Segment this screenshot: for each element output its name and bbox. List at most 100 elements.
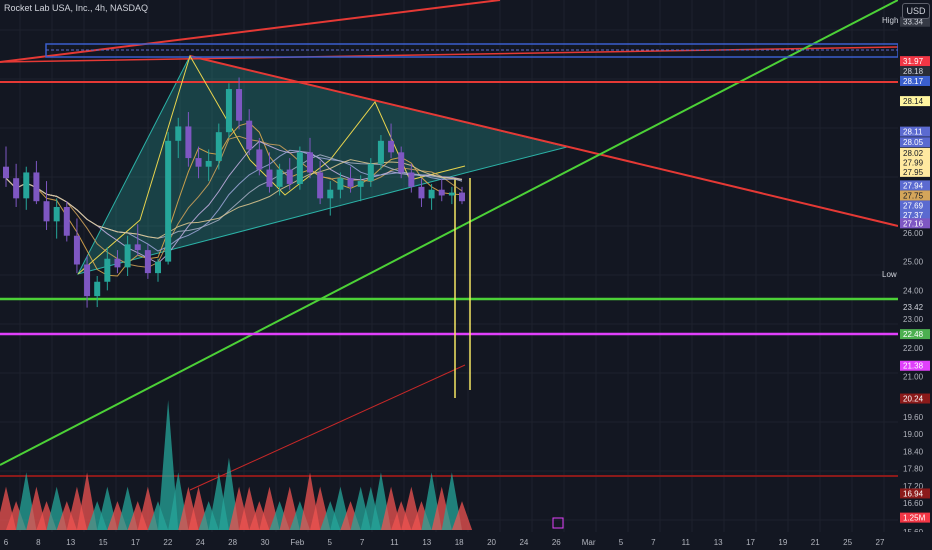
- candle-body: [84, 264, 91, 297]
- time-tick-label: 15: [99, 538, 108, 547]
- price-badge: [900, 393, 930, 404]
- time-tick-label: 11: [390, 538, 399, 547]
- price-tick-label: 16.60: [903, 499, 924, 508]
- candle-body: [337, 178, 344, 190]
- candle-body: [225, 89, 232, 133]
- price-badge-label: 23.42: [903, 303, 924, 312]
- candle-body: [266, 169, 273, 187]
- candle-body: [94, 281, 101, 297]
- price-tick-label: 21.00: [903, 373, 924, 382]
- price-badge-label: 28.02: [903, 149, 924, 158]
- candle-body: [327, 189, 334, 199]
- candle-body: [296, 152, 303, 184]
- candle-body: [185, 126, 192, 159]
- price-badge-label: 28.17: [903, 77, 924, 86]
- time-tick-label: 17: [131, 538, 140, 547]
- time-tick-label: 8: [36, 538, 41, 547]
- candle-body: [165, 140, 172, 262]
- candle-body: [205, 160, 212, 167]
- time-tick-label: 20: [487, 538, 496, 547]
- time-axis-bg: [0, 532, 932, 550]
- price-badge: [900, 75, 930, 86]
- time-tick-label: 21: [811, 538, 820, 547]
- time-tick-label: 7: [360, 538, 365, 547]
- price-badge: [900, 210, 930, 221]
- time-tick-label: 18: [455, 538, 464, 547]
- price-badge-label: 31.97: [903, 57, 924, 66]
- price-badge-label: 22.48: [903, 330, 924, 339]
- price-badge: [900, 218, 930, 229]
- candle-body: [73, 235, 80, 265]
- price-axis-bg: [898, 0, 932, 550]
- candle-body: [134, 244, 141, 251]
- candle-body: [43, 201, 50, 222]
- price-badge-label: 21.38: [903, 362, 924, 371]
- volume-bars: [0, 400, 473, 530]
- time-tick-label: 26: [552, 538, 561, 547]
- time-tick-label: 25: [843, 538, 852, 547]
- price-tick-label: 18.40: [903, 447, 924, 456]
- price-badge-label: 28.05: [903, 138, 924, 147]
- time-tick-label: 13: [66, 538, 75, 547]
- chart-drawings: [0, 0, 899, 491]
- currency-button[interactable]: USD: [902, 3, 930, 19]
- time-tick-label: 22: [163, 538, 172, 547]
- price-badge: [900, 147, 930, 158]
- high-tag: High: [882, 16, 899, 25]
- trendline-red-upper: [0, 0, 501, 63]
- candle-body: [236, 89, 243, 121]
- price-badge-label: 27.69: [903, 202, 924, 211]
- candle-body: [307, 152, 313, 173]
- volume-bar: [76, 472, 98, 530]
- price-tick-label: 19.00: [903, 430, 924, 439]
- candle-body: [13, 178, 20, 199]
- price-badge-label: 16.94: [903, 489, 924, 498]
- price-badge-label: 33.34: [903, 18, 924, 27]
- price-badge: [900, 200, 930, 211]
- candle-body: [195, 158, 202, 167]
- candle-body: [347, 178, 354, 187]
- candle-body: [438, 189, 445, 196]
- low-tag: Low: [882, 270, 897, 279]
- price-tick-label: 23.00: [903, 315, 924, 324]
- price-badge: [900, 126, 930, 137]
- price-badge: [900, 302, 930, 313]
- time-tick-label: 17: [746, 538, 755, 547]
- trendline-green: [0, 0, 899, 466]
- symbol-legend[interactable]: Rocket Lab USA, Inc., 4h, NASDAQ: [4, 3, 149, 13]
- price-badge-label: 27.99: [903, 158, 924, 167]
- trendline-red-down: [189, 55, 899, 227]
- price-badge-label: 1.25M: [903, 514, 926, 523]
- candle-body: [104, 258, 111, 282]
- price-badge: [900, 190, 930, 201]
- candle-body: [418, 186, 425, 199]
- price-tick-label: 24.00: [903, 286, 924, 295]
- price-badge-label: 28.11: [903, 128, 923, 137]
- candle-body: [388, 140, 395, 153]
- time-tick-label: 27: [876, 538, 885, 547]
- candle-body: [276, 169, 283, 187]
- price-badge-label: 27.95: [903, 168, 924, 177]
- price-badge: [900, 488, 930, 499]
- price-badge-label: 28.18: [903, 67, 924, 76]
- price-badge: [900, 166, 930, 177]
- candle-body: [317, 172, 324, 199]
- price-badge: [900, 66, 930, 77]
- price-badge: [900, 16, 930, 27]
- price-badge: [900, 329, 930, 340]
- time-tick-label: 13: [422, 538, 431, 547]
- volume-bar: [158, 400, 179, 530]
- price-badge-label: 27.16: [903, 219, 924, 228]
- price-badge-label: 27.75: [903, 191, 924, 200]
- price-badge: [900, 157, 930, 168]
- candle-body: [124, 244, 131, 268]
- moving-average: [5, 122, 463, 277]
- time-tick-label: 11: [682, 538, 691, 547]
- price-badge: [900, 96, 930, 107]
- time-tick-label: 24: [196, 538, 205, 547]
- candle-body: [3, 166, 9, 179]
- candles: [3, 77, 465, 308]
- time-tick-label: 19: [778, 538, 787, 547]
- price-badge-label: 27.37: [903, 211, 924, 220]
